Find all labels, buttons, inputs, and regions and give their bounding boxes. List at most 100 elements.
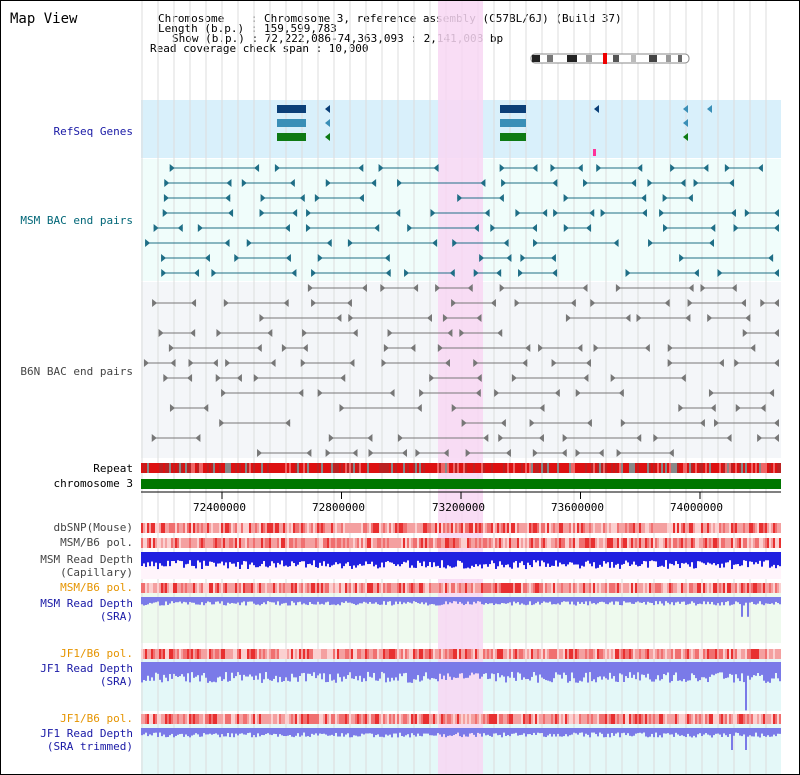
jf1-sra-depth-bar <box>297 662 299 682</box>
msm-b6-pol-cell <box>453 538 455 548</box>
jf1-b6-pol2-cell <box>693 714 695 724</box>
b6n-bac-pair-end <box>582 284 588 292</box>
track-label-msm-depth-capillary[interactable]: MSM Read Depth <box>40 553 133 566</box>
msm-b6-pol2-cell <box>535 583 537 593</box>
track-label-jf1-depth-sra[interactable]: JF1 Read Depth <box>40 662 133 675</box>
msm-b6-pol-cell <box>709 538 711 548</box>
repeat-segment <box>197 463 199 473</box>
jf1-sra-depth-bar <box>203 662 205 673</box>
jf1-trim-depth-bar <box>187 728 189 737</box>
track-label-jf1-depth-trimmed[interactable]: JF1 Read Depth <box>40 727 133 740</box>
msm-b6-pol-cell <box>141 538 143 548</box>
jf1-sra-depth-bar <box>455 662 457 678</box>
jf1-b6-pol-cell <box>677 649 679 659</box>
msm-bac-pair-end <box>589 209 595 217</box>
axis-tick-label: 73200000 <box>432 501 485 514</box>
msm-b6-pol2-cell <box>625 583 627 593</box>
track-label-msm-depth-sra[interactable]: MSM Read Depth <box>40 597 133 610</box>
msm-bac-pair-end <box>305 224 311 232</box>
msm-sra-depth-bar <box>313 597 315 605</box>
msm-b6-pol-cell <box>261 538 263 548</box>
track-label-msm-b6-pol[interactable]: MSM/B6 pol. <box>60 536 133 549</box>
jf1-b6-pol-cell <box>385 649 387 659</box>
jf1-trim-depth-bar <box>583 728 585 737</box>
repeat-segment <box>273 463 275 473</box>
track-label-msm-bac[interactable]: MSM BAC end pairs <box>20 214 133 227</box>
jf1-trim-depth-bar <box>513 728 515 734</box>
jf1-b6-pol-cell <box>523 649 525 659</box>
msm-bac-pair-end <box>774 209 779 217</box>
msm-b6-pol-cell <box>555 538 557 548</box>
dbsnp-cell <box>317 523 319 533</box>
track-label-repeat[interactable]: Repeat <box>93 462 133 475</box>
msm-sra-depth-bar <box>587 597 589 606</box>
jf1-b6-pol2-cell <box>683 714 685 724</box>
repeat-segment <box>315 463 317 473</box>
dbsnp-cell <box>435 523 437 533</box>
msm-b6-pol2-cell <box>167 583 169 593</box>
msm-bac-pair-end <box>484 209 490 217</box>
jf1-b6-pol2-cell <box>153 714 155 724</box>
msm-sra-depth-bar <box>713 597 715 605</box>
msm-capillary-depth-bar <box>289 552 291 567</box>
msm-b6-pol2-cell <box>591 583 593 593</box>
jf1-sra-depth-bar <box>475 662 477 674</box>
track-label-dbsnp[interactable]: dbSNP(Mouse) <box>53 521 133 534</box>
jf1-sra-depth-bar <box>189 662 191 683</box>
msm-b6-pol2-cell <box>477 583 479 593</box>
msm-b6-pol-cell <box>311 538 313 548</box>
msm-b6-pol-cell <box>447 538 449 548</box>
jf1-b6-pol-cell <box>257 649 259 659</box>
msm-b6-pol2-cell <box>187 583 189 593</box>
jf1-trim-depth-bar <box>639 728 641 733</box>
msm-b6-pol2-cell <box>617 583 619 593</box>
jf1-trim-depth-bar <box>705 728 707 734</box>
jf1-b6-pol-cell <box>589 649 591 659</box>
msm-b6-pol-cell <box>385 538 387 548</box>
msm-capillary-depth-bar <box>763 552 765 562</box>
repeat-segment <box>733 463 735 473</box>
jf1-b6-pol2-cell <box>417 714 419 724</box>
track-label-jf1-b6-pol[interactable]: JF1/B6 pol. <box>60 647 133 660</box>
jf1-sra-depth-bar <box>265 662 267 673</box>
msm-b6-pol-cell <box>335 538 337 548</box>
jf1-sra-depth-bar <box>177 662 179 678</box>
msm-b6-pol2-cell <box>285 583 287 593</box>
msm-capillary-depth-bar <box>285 552 287 566</box>
msm-capillary-depth-bar <box>479 552 481 565</box>
msm-bac-pair-end <box>226 179 232 187</box>
repeat-segment <box>515 463 517 473</box>
jf1-sra-depth-bar <box>655 662 657 680</box>
msm-capillary-depth-bar <box>771 552 773 567</box>
jf1-b6-pol2-cell <box>405 714 407 724</box>
track-label-chromosome[interactable]: chromosome 3 <box>53 477 133 490</box>
b6n-bac-pair-end <box>735 404 741 412</box>
track-label-b6n-bac[interactable]: B6N BAC end pairs <box>20 365 133 378</box>
jf1-trim-depth-bar <box>617 728 619 733</box>
dbsnp-cell <box>523 523 525 533</box>
msm-b6-pol-cell <box>427 538 429 548</box>
jf1-trim-depth-bar <box>547 728 549 736</box>
dbsnp-cell <box>361 523 363 533</box>
msm-capillary-depth-bar <box>283 552 285 567</box>
repeat-segment <box>365 463 367 473</box>
repeat-segment <box>771 463 773 473</box>
jf1-trim-depth-bar <box>141 728 143 736</box>
jf1-trim-depth-bar <box>603 728 605 738</box>
repeat-segment <box>479 463 481 473</box>
msm-capillary-depth-bar <box>493 552 495 564</box>
b6n-bac-pair-end <box>306 449 312 457</box>
jf1-trim-depth-bar <box>625 728 627 736</box>
msm-b6-pol2-cell <box>359 583 361 593</box>
jf1-sra-depth-bar <box>679 662 681 681</box>
track-label-refseq[interactable]: RefSeq Genes <box>53 125 133 138</box>
jf1-b6-pol2-cell <box>191 714 193 724</box>
msm-b6-pol-cell <box>267 538 269 548</box>
jf1-b6-pol2-cell <box>761 714 763 724</box>
track-label-jf1-b6-pol-2[interactable]: JF1/B6 pol. <box>60 712 133 725</box>
repeat-segment <box>481 463 483 473</box>
track-label-msm-b6-pol-2[interactable]: MSM/B6 pol. <box>60 581 133 594</box>
msm-b6-pol2-cell <box>243 583 245 593</box>
repeat-segment <box>589 463 591 473</box>
